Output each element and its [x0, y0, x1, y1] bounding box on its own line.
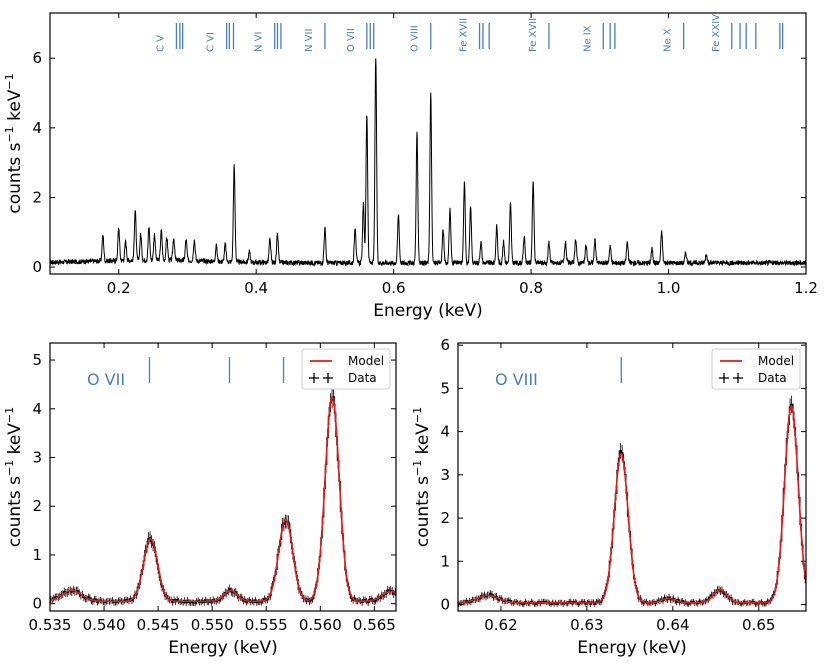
ion-label: Fe XXIV	[711, 14, 722, 52]
ion-annotation: Ne IX	[582, 23, 616, 52]
x-tick-label: 0.6	[382, 279, 406, 297]
y-tick-label: 3	[440, 466, 450, 484]
y-tick-label: 0	[440, 596, 450, 614]
x-axis-title: Energy (keV)	[373, 301, 483, 321]
ion-label: N VI	[254, 32, 265, 52]
model-curve	[458, 404, 806, 604]
y-tick-label: 4	[32, 119, 42, 137]
y-axis-title-unit: keV	[5, 89, 25, 126]
y-tick-label: 2	[32, 188, 42, 206]
data-series	[50, 396, 396, 604]
y-tick-label: 5	[440, 379, 450, 397]
y-tick-label: 1	[440, 552, 450, 570]
legend-data-label: Data	[758, 371, 787, 385]
x-tick-label: 0.545	[137, 616, 180, 634]
x-tick-label: 0.62	[484, 616, 517, 634]
x-tick-label: 1.0	[657, 279, 681, 297]
legend: Model Data	[711, 348, 801, 390]
o-vii-panel: 0.535 0.540 0.545 0.550 0.555 0.560 0.565 0 1 2 3 4…	[3, 342, 397, 658]
ion-annotation: Fe XXIV	[711, 14, 784, 52]
y-axis-title-exp: −1	[411, 407, 424, 423]
axes-frame	[49, 342, 397, 612]
x-tick-label: 0.8	[519, 279, 543, 297]
ion-title: O VII	[87, 370, 125, 389]
ion-label: O VII	[346, 28, 357, 52]
y-tick-label: 4	[440, 423, 450, 441]
legend-model-label: Model	[758, 354, 794, 368]
x-tick-label: 0.560	[299, 616, 342, 634]
o-viii-panel: 0.62 0.63 0.64 0.65 0 1 2 3 4 5 6 Energy (keV) count…	[411, 336, 807, 658]
y-tick-label: 0	[32, 258, 42, 276]
data-series	[458, 403, 806, 605]
legend-data-label: Data	[348, 371, 377, 385]
ion-label: Ne X	[663, 28, 674, 52]
x-tick-label: 0.64	[656, 616, 689, 634]
y-tick-label: 6	[440, 336, 450, 354]
ion-label: C V	[155, 35, 166, 52]
x-tick-label: 0.555	[245, 616, 288, 634]
ion-label: Fe XVII	[459, 18, 470, 52]
data-error-bars	[458, 395, 806, 608]
y-tick-label: 2	[440, 509, 450, 527]
x-tick-label: 0.535	[29, 616, 72, 634]
y-axis-title: counts s−1 keV−1	[411, 407, 433, 547]
y-tick-label: 5	[32, 351, 42, 369]
ion-annotation: O VII	[346, 23, 375, 52]
model-curve	[50, 395, 396, 603]
axes-frame	[457, 342, 807, 612]
ion-label: Ne IX	[582, 25, 593, 52]
x-tick-label: 0.565	[353, 616, 396, 634]
x-tick-label: 0.2	[107, 279, 131, 297]
legend-box	[301, 348, 391, 390]
ion-annotation: Fe XVII	[528, 18, 550, 52]
y-tick-label: 2	[32, 497, 42, 515]
axes-frame	[49, 12, 807, 275]
data-error-bars	[50, 387, 396, 607]
y-tick-label: 1	[32, 546, 42, 564]
ion-label: N VII	[304, 29, 315, 52]
legend-model-label: Model	[348, 354, 384, 368]
ion-label: O VIII	[410, 25, 421, 52]
x-tick-label: 1.2	[794, 279, 818, 297]
y-axis-title-exp: −1	[3, 460, 16, 476]
y-axis-title-main: counts s	[5, 142, 25, 213]
y-axis-title: counts s−1 keV−1	[3, 73, 25, 213]
x-tick-label: 0.540	[83, 616, 126, 634]
y-axis-title: counts s−1 keV−1	[3, 407, 25, 547]
legend-box	[711, 348, 801, 390]
y-axis-title-exp: −1	[3, 73, 16, 89]
y-axis-title-main: counts s	[413, 476, 433, 547]
x-axis-title: Energy (keV)	[168, 638, 278, 658]
y-tick-label: 0	[32, 595, 42, 613]
x-tick-label: 0.550	[191, 616, 234, 634]
x-tick-label: 0.63	[570, 616, 603, 634]
legend: Model Data	[301, 348, 391, 390]
y-axis-title-exp: −1	[3, 407, 16, 423]
y-axis-title-main: counts s	[5, 476, 25, 547]
x-tick-label: 0.4	[244, 279, 268, 297]
ion-label: C VI	[206, 32, 217, 52]
spectrum-line	[50, 58, 806, 268]
x-tick-label: 0.65	[742, 616, 775, 634]
y-axis-title-unit: keV	[413, 423, 433, 460]
ion-annotation: Ne X	[663, 23, 685, 52]
x-axis-title: Energy (keV)	[577, 638, 687, 658]
y-tick-label: 6	[32, 49, 42, 67]
y-axis-title-exp: −1	[3, 126, 16, 142]
ion-annotation: N VI	[254, 23, 282, 52]
y-tick-label: 4	[32, 400, 42, 418]
spectrum-panel: 0.2 0.4 0.6 0.8 1.0 1.2 0 2 4 6 Energy (keV) counts…	[3, 12, 818, 321]
y-axis-title-unit: keV	[5, 423, 25, 460]
ion-annotation: Fe XVII	[459, 18, 490, 52]
y-axis-title-exp: −1	[411, 460, 424, 476]
ion-title: O VIII	[495, 370, 538, 389]
ion-label: Fe XVII	[528, 18, 539, 52]
y-tick-label: 3	[32, 449, 42, 467]
ion-annotation: C V	[155, 23, 184, 52]
ion-annotation: O VIII	[410, 23, 432, 52]
ion-annotation: N VII	[304, 23, 326, 52]
ion-annotation: C VI	[206, 23, 235, 52]
